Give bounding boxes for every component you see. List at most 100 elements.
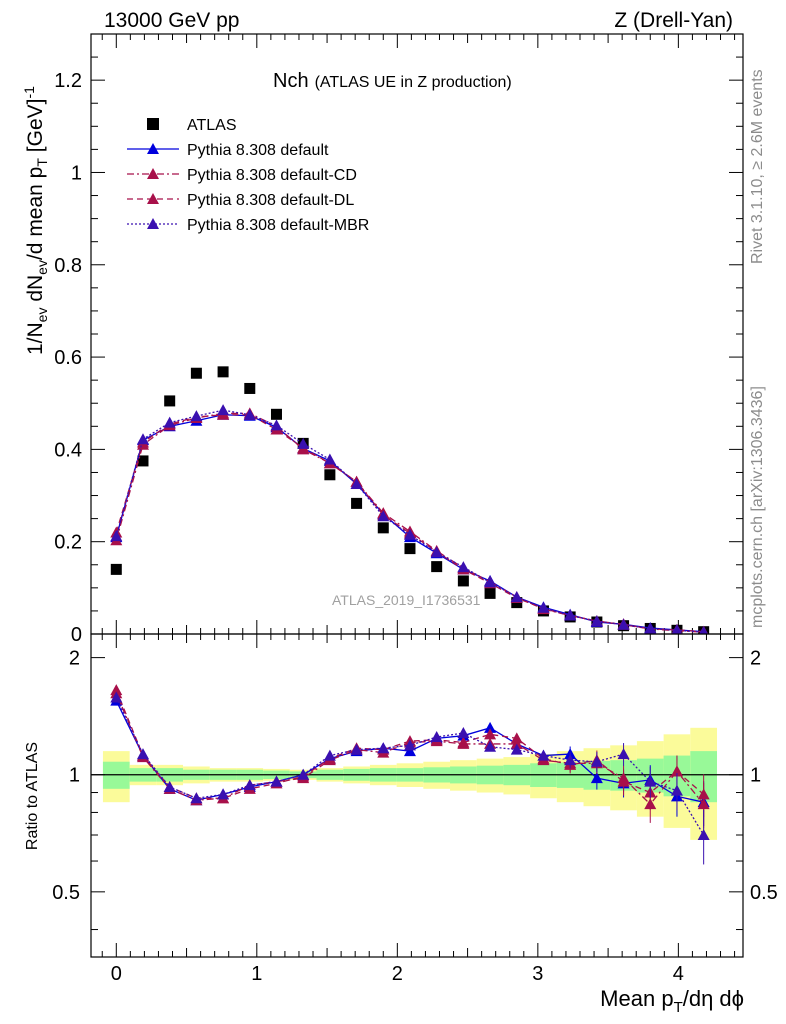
series-line-dl — [115, 414, 704, 633]
ratio-point-mbr — [564, 754, 577, 766]
ratio-point-dl — [510, 732, 523, 744]
ratio-frame — [90, 633, 744, 958]
atlas-point — [270, 408, 282, 420]
rivet-label: Rivet 3.1.10, ≥ 2.6M events — [749, 69, 766, 264]
y-tick-label: 0 — [71, 624, 82, 646]
main-plot: 0 1 2 3 4 0 0.2 0.4 0.6 0.8 1 1.2 — [54, 33, 744, 985]
ylabel-sub-c: T — [34, 158, 50, 167]
atlas-point — [351, 497, 363, 509]
series-point-mbr — [323, 453, 336, 465]
ratio-point-mbr — [484, 740, 497, 752]
series-point-mbr — [270, 419, 283, 431]
ratio-point-mbr — [617, 748, 630, 760]
legend-label-cd: Pythia 8.308 default-CD — [187, 167, 357, 184]
ratio-plot: 0.5 0.5 1 1 2 2 — [52, 633, 778, 958]
ratio-point-default — [590, 772, 603, 784]
plot-title-main: Nch — [273, 70, 309, 92]
x-tick-label: 2 — [392, 963, 403, 985]
series-point-mbr — [617, 618, 630, 630]
atlas-point — [324, 469, 336, 481]
legend-label-mbr: Pythia 8.308 default-MBR — [187, 217, 369, 234]
series-point-mbr — [350, 478, 363, 489]
ratio-tick-label: 2 — [69, 648, 80, 670]
series-point-mbr — [564, 609, 577, 621]
ratio-point-default — [403, 745, 416, 757]
ratio-point-mbr — [537, 749, 550, 761]
ratio-point-mbr — [403, 739, 416, 751]
ratio-point-mbr — [697, 828, 710, 840]
atlas-point — [110, 563, 122, 575]
ratio-point-dl — [697, 788, 710, 800]
ratio-point-cd — [510, 737, 523, 749]
ratio-point-mbr — [297, 768, 310, 780]
legend-label-default: Pythia 8.308 default — [187, 142, 329, 159]
ratio-point-mbr — [377, 742, 390, 754]
ratio-point-dl — [110, 684, 123, 696]
series-point-mbr — [699, 626, 708, 634]
legend-label-atlas: ATLAS — [187, 117, 237, 134]
series-point-mbr — [217, 404, 230, 416]
series-point-mbr — [297, 437, 310, 449]
ratio-point-dl — [484, 728, 497, 740]
series-point-mbr — [110, 530, 123, 542]
y-tick-label: 0.2 — [54, 532, 82, 554]
legend-marker-mbr — [147, 218, 159, 229]
plot-title-sub: (ATLAS UE in Z production) — [315, 74, 512, 91]
ratio-point-mbr — [430, 731, 443, 743]
ylabel-part-c: /d mean p — [24, 167, 47, 260]
x-axis-label: Mean pT/dη dϕ — [600, 986, 744, 1016]
mcplots-label: mcplots.cern.ch [arXiv:1306.3436] — [749, 386, 766, 628]
atlas-point — [431, 561, 443, 573]
atlas-point — [217, 366, 229, 378]
ratio-point-mbr — [510, 743, 523, 755]
atlas-point — [190, 367, 202, 379]
ratio-point-mbr — [110, 691, 123, 703]
ratio-tick-label-right: 1 — [750, 765, 761, 787]
atlas-point — [404, 543, 416, 555]
ratio-point-mbr — [163, 780, 176, 792]
atlas-point — [484, 587, 496, 599]
series-point-mbr — [537, 601, 550, 613]
atlas-point — [457, 575, 469, 587]
ratio-point-dl — [457, 736, 470, 748]
y-axis-label: 1/Nev dNev/d mean pT [GeV]-1 — [21, 86, 50, 355]
ratio-y-axis-label: Ratio to ATLAS — [24, 742, 41, 850]
ylabel-sub-b: ev — [34, 260, 50, 275]
ratio-point-dl — [670, 765, 683, 777]
legend-marker-dl — [147, 193, 159, 204]
series-point-mbr — [163, 416, 176, 428]
ratio-point-mbr — [670, 784, 683, 796]
ratio-point-mbr — [590, 755, 603, 767]
xlabel-sub: T — [674, 999, 683, 1016]
atlas-point — [137, 455, 149, 467]
ratio-point-mbr — [136, 748, 149, 760]
series-point-mbr — [590, 615, 603, 627]
series-point-mbr — [136, 433, 149, 445]
x-tick-label: 1 — [251, 963, 262, 985]
xlabel-rest: /dη dϕ — [683, 986, 744, 1011]
series-point-mbr — [377, 510, 390, 522]
ylabel-part-a: 1/N — [24, 322, 47, 355]
ratio-point-dl — [617, 775, 630, 787]
ylabel-sup-d: -1 — [21, 86, 37, 99]
x-tick-label: 0 — [111, 963, 122, 985]
legend-label-dl: Pythia 8.308 default-DL — [187, 192, 354, 209]
series-point-mbr — [403, 528, 416, 540]
series-point-mbr — [510, 591, 523, 603]
x-tick-label: 4 — [673, 963, 684, 985]
ratio-point-mbr — [217, 788, 230, 800]
ylabel-part-d: [GeV] — [24, 99, 47, 159]
legend-marker-cd — [147, 168, 159, 179]
plot-title: Nch (ATLAS UE in Z production) — [273, 70, 512, 92]
ratio-tick-label-right: 2 — [750, 648, 761, 670]
legend-marker-default — [147, 143, 159, 154]
ratio-line-dl — [115, 689, 705, 799]
ratio-data — [110, 684, 710, 865]
main-data — [110, 366, 710, 634]
atlas-point — [244, 382, 256, 394]
header-right: Z (Drell-Yan) — [614, 9, 733, 32]
header-left: 13000 GeV pp — [104, 9, 239, 32]
series-point-mbr — [484, 576, 497, 588]
ratio-point-mbr — [457, 727, 470, 739]
legend-marker-atlas — [147, 118, 159, 130]
